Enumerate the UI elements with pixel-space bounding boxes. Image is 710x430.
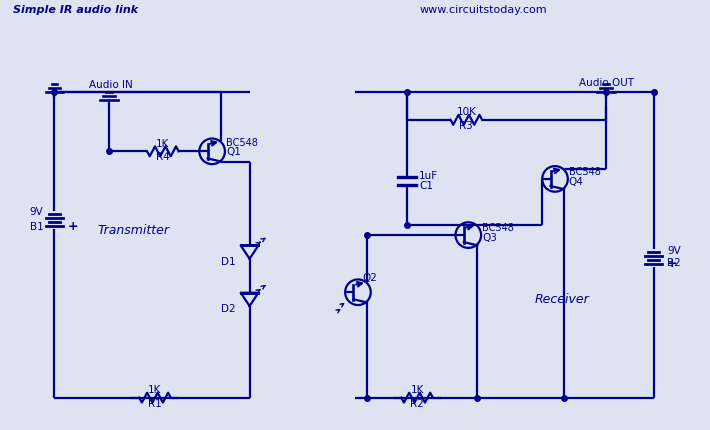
Text: D1: D1 [221, 257, 236, 267]
Text: Q3: Q3 [482, 233, 497, 243]
Text: B2: B2 [667, 258, 681, 267]
Text: BC548: BC548 [569, 167, 601, 177]
Text: 1K: 1K [410, 385, 424, 395]
Text: Audio IN: Audio IN [89, 80, 133, 90]
Text: R2: R2 [410, 399, 424, 408]
Text: R1: R1 [148, 399, 162, 408]
Text: R3: R3 [459, 121, 474, 131]
Text: BC548: BC548 [482, 223, 514, 233]
Text: Q2: Q2 [362, 273, 377, 283]
Text: Audio OUT: Audio OUT [579, 78, 634, 89]
Text: D2: D2 [221, 304, 236, 314]
Text: 9V: 9V [30, 206, 43, 217]
Text: Transmitter: Transmitter [97, 224, 169, 236]
Text: 10K: 10K [457, 107, 476, 117]
Text: 1K: 1K [156, 138, 170, 148]
Text: C1: C1 [419, 181, 433, 191]
Text: R4: R4 [156, 152, 170, 162]
Text: 1K: 1K [148, 385, 162, 395]
Text: +: + [67, 220, 78, 233]
Text: www.circuitstoday.com: www.circuitstoday.com [419, 5, 547, 15]
Text: 1uF: 1uF [419, 171, 438, 181]
Text: BC548: BC548 [226, 138, 258, 147]
Text: Q1: Q1 [226, 147, 241, 157]
Text: 9V: 9V [667, 246, 681, 256]
Text: Q4: Q4 [569, 177, 584, 187]
Text: +: + [667, 257, 677, 270]
Text: Receiver: Receiver [535, 293, 589, 306]
Text: B1: B1 [30, 222, 43, 232]
Text: Simple IR audio link: Simple IR audio link [13, 5, 138, 15]
